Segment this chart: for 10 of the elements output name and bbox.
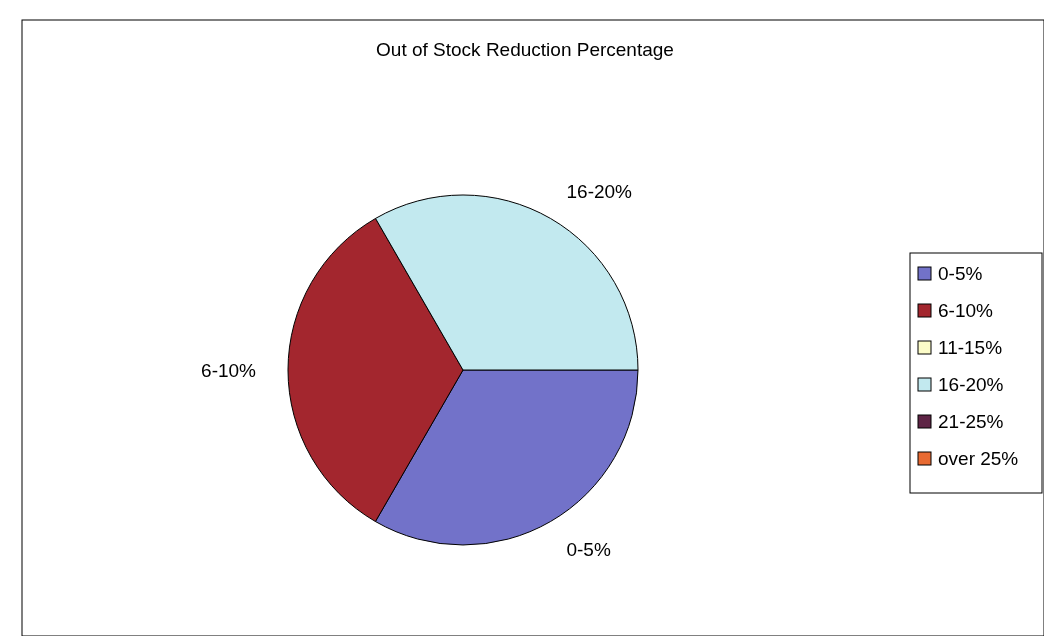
- legend-label: 21-25%: [938, 411, 1004, 432]
- legend-label: 11-15%: [938, 337, 1003, 358]
- slice-label: 16-20%: [566, 180, 633, 202]
- slice-label: 6-10%: [201, 359, 257, 381]
- chart-title: Out of Stock Reduction Percentage: [376, 39, 674, 60]
- legend-label: 0-5%: [938, 263, 983, 284]
- slice-label: 0-5%: [566, 539, 611, 561]
- legend-label: 6-10%: [938, 300, 994, 321]
- legend-label: 16-20%: [938, 374, 1004, 395]
- legend-label: over 25%: [938, 448, 1019, 469]
